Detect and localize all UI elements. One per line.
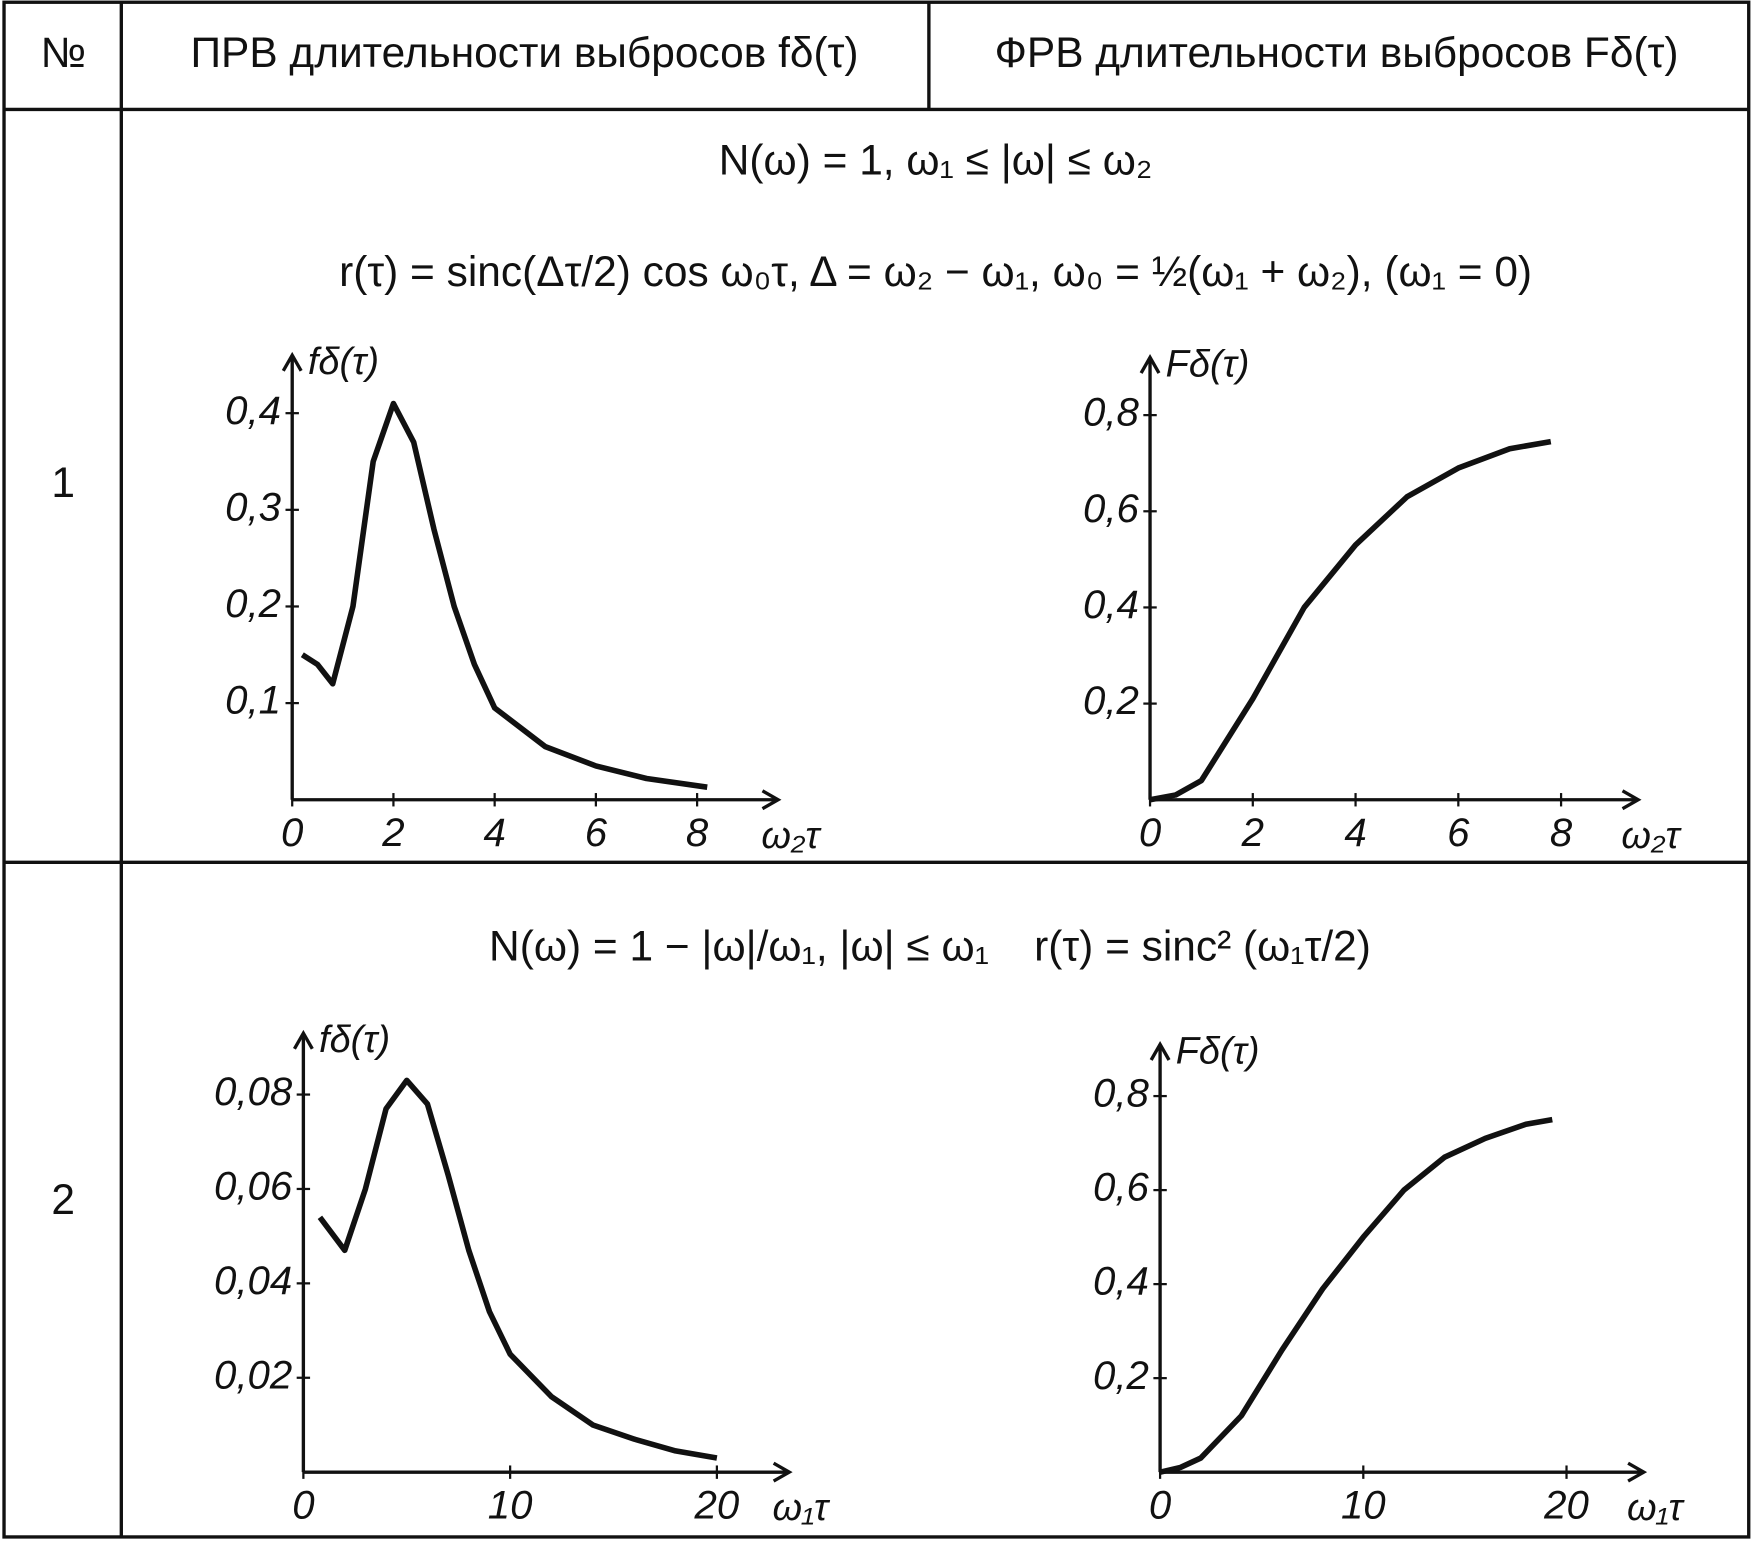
curve — [1149, 438, 1552, 803]
x-tick-label: 4 — [1344, 810, 1366, 855]
x-tick-label: 8 — [686, 810, 709, 855]
curve — [317, 1077, 718, 1461]
x-tick-label: 20 — [694, 1483, 740, 1528]
x-axis-label: ω₂τ — [1621, 815, 1682, 857]
formula: r(τ) = sinc² (ω₁τ/2) — [1034, 923, 1371, 970]
x-axis-label: ω₁τ — [773, 1487, 832, 1529]
y-tick-label: 0,04 — [214, 1258, 292, 1303]
y-tick-label: 0,02 — [214, 1352, 292, 1397]
y-tick-label: 0,2 — [225, 581, 281, 626]
x-tick-label: 2 — [381, 810, 404, 855]
y-tick-label: 0,6 — [1093, 1165, 1150, 1210]
x-axis-label: ω₂τ — [761, 815, 822, 857]
axis-arrow — [292, 1029, 314, 1050]
formula: N(ω) = 1, ω₁ ≤ |ω| ≤ ω₂ — [719, 136, 1153, 183]
x-tick-label: 4 — [483, 810, 505, 855]
y-tick-label: 0,4 — [1083, 582, 1139, 627]
axis-arrow — [1627, 1461, 1648, 1483]
header-cell: № — [40, 29, 86, 76]
x-tick-label: 2 — [1241, 810, 1264, 855]
row-number: 2 — [51, 1176, 75, 1223]
axis-arrow — [1149, 1040, 1171, 1061]
x-tick-label: 6 — [585, 810, 608, 855]
y-tick-label: 0,2 — [1083, 678, 1139, 723]
y-axis-label: Fδ(τ) — [1176, 1030, 1260, 1072]
axis-arrow — [761, 789, 782, 811]
x-tick-label: 10 — [488, 1483, 533, 1528]
x-tick-label: 20 — [1543, 1483, 1589, 1528]
y-axis-label: Fδ(τ) — [1166, 343, 1250, 385]
y-tick-label: 0,8 — [1093, 1071, 1150, 1116]
x-tick-label: 6 — [1447, 810, 1470, 855]
x-tick-label: 0 — [1149, 1483, 1172, 1528]
y-tick-label: 0,1 — [225, 678, 281, 723]
axis-arrow — [772, 1461, 793, 1483]
y-tick-label: 0,08 — [214, 1069, 293, 1114]
curve — [300, 400, 708, 790]
formula: N(ω) = 1 − |ω|/ω₁, |ω| ≤ ω₁ — [489, 923, 989, 970]
y-axis-label: fδ(τ) — [319, 1019, 390, 1061]
header-cell: ПРВ длительности выбросов fδ(τ) — [191, 29, 859, 76]
y-tick-label: 0,3 — [225, 484, 281, 529]
x-axis-label: ω₁τ — [1627, 1487, 1686, 1529]
y-tick-label: 0,06 — [214, 1164, 293, 1209]
x-tick-label: 8 — [1550, 810, 1573, 855]
x-tick-label: 0 — [1139, 810, 1162, 855]
y-tick-label: 0,6 — [1083, 486, 1140, 531]
y-tick-label: 0,8 — [1083, 390, 1140, 435]
formula: r(τ) = sinc(Δτ/2) cos ω₀τ, Δ = ω₂ − ω₁, … — [339, 248, 1532, 295]
row-number: 1 — [51, 459, 75, 506]
axis-arrow — [1139, 354, 1161, 374]
axis-arrow — [281, 351, 303, 372]
y-tick-label: 0,4 — [1093, 1259, 1149, 1304]
header-cell: ФРВ длительности выбросов Fδ(τ) — [995, 29, 1679, 76]
x-tick-label: 0 — [281, 810, 304, 855]
curve — [1159, 1116, 1553, 1475]
axis-arrow — [1621, 789, 1642, 811]
y-axis-label: fδ(τ) — [308, 341, 379, 383]
y-tick-label: 0,2 — [1093, 1353, 1149, 1398]
x-tick-label: 0 — [292, 1483, 315, 1528]
x-tick-label: 10 — [1341, 1483, 1386, 1528]
y-tick-label: 0,4 — [225, 388, 281, 433]
